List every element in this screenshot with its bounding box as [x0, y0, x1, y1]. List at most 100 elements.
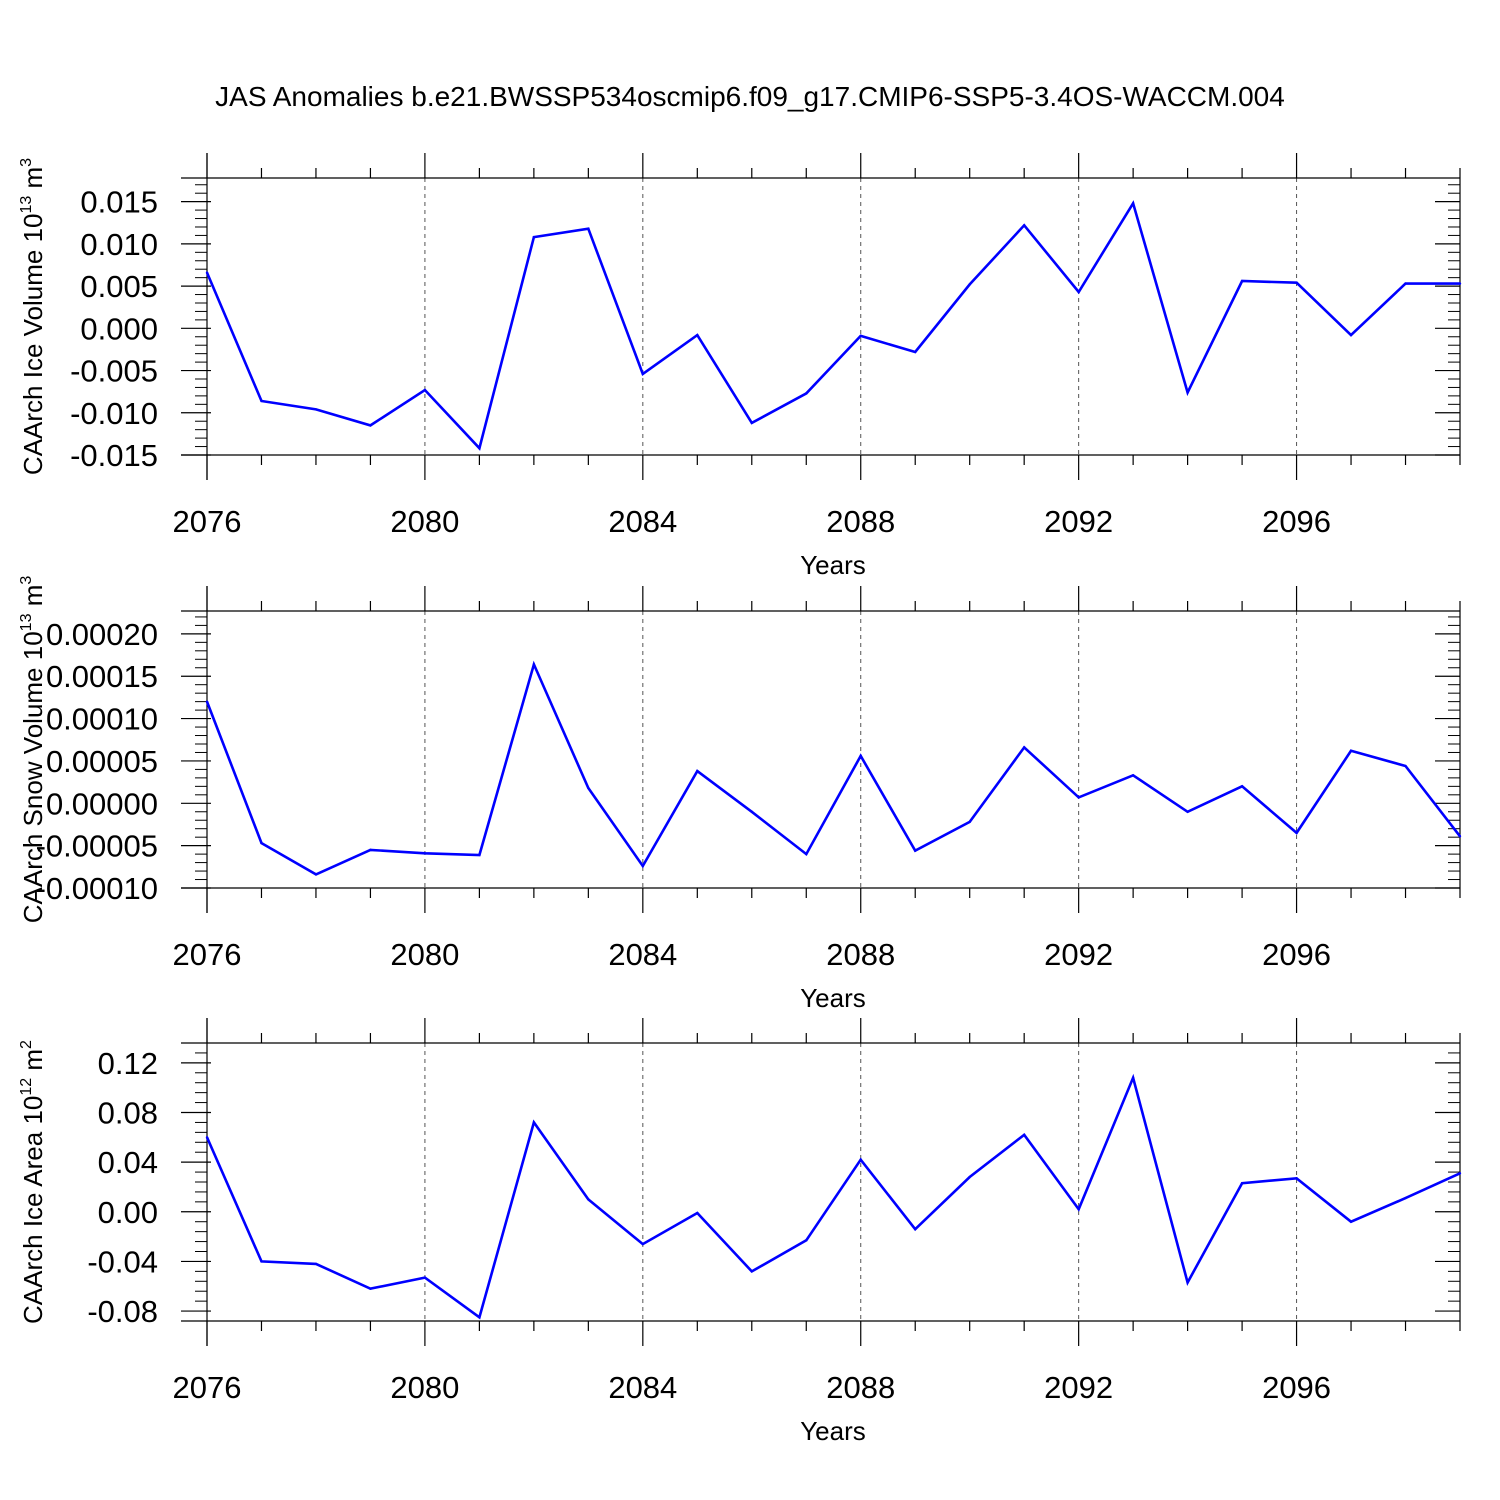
x-tick-label: 2092: [1044, 1370, 1113, 1405]
y-tick-label: 0.00010: [46, 702, 158, 737]
y-tick-label: -0.04: [87, 1244, 158, 1279]
data-point: [914, 350, 917, 354]
data-point: [696, 333, 699, 337]
data-point: [805, 1239, 808, 1242]
y-axis-label-unit: m: [18, 167, 48, 196]
y-tick-label: 0.00015: [46, 659, 158, 694]
data-point: [1349, 1220, 1353, 1223]
y-tick-label: 0.00: [98, 1195, 158, 1230]
x-tick-label: 2084: [608, 1370, 677, 1405]
data-point: [859, 754, 862, 758]
data-point: [1349, 333, 1353, 337]
x-axis-label: Years: [800, 550, 866, 580]
data-point: [859, 334, 862, 338]
y-axis-label-main: CAArch Ice Volume 10: [18, 214, 48, 476]
data-point: [696, 1211, 699, 1215]
y-axis-label: CAArch Snow Volume 1013 m3: [18, 576, 48, 924]
data-point: [587, 786, 590, 790]
data-point: [369, 1287, 372, 1290]
series-line: [205, 1073, 1461, 1320]
x-tick-label: 2076: [173, 1370, 242, 1405]
y-axis-label-main: CAArch Ice Area 10: [18, 1096, 48, 1324]
y-axis-label-unit-exponent: 2: [18, 1040, 35, 1049]
data-point: [314, 408, 318, 411]
data-point: [805, 852, 808, 856]
y-tick-label: 0.015: [80, 185, 158, 220]
y-tick-label: 0.12: [98, 1046, 158, 1081]
data-point: [1349, 749, 1353, 752]
data-point: [205, 271, 209, 274]
data-point: [314, 1262, 318, 1266]
y-axis-label: CAArch Ice Volume 1013 m3: [18, 158, 48, 475]
chart-title: JAS Anomalies b.e21.BWSSP534oscmip6.f09_…: [215, 81, 1285, 112]
data-point: [1458, 1172, 1462, 1175]
data-point: [1131, 1076, 1135, 1079]
data-point: [641, 1242, 645, 1246]
x-tick-label: 2088: [826, 937, 895, 972]
data-point: [1131, 774, 1135, 777]
data-point: [1077, 1208, 1080, 1211]
y-axis-label: CAArch Ice Area 1012 m2: [18, 1040, 48, 1324]
y-axis-label-exponent: 13: [18, 613, 35, 631]
y-axis-label-unit-exponent: 3: [18, 158, 35, 167]
data-point: [260, 841, 263, 845]
data-point: [696, 769, 699, 773]
x-tick-label: 2096: [1262, 1370, 1331, 1405]
data-point: [1404, 1196, 1407, 1200]
y-axis-label-unit-exponent: 3: [18, 576, 35, 585]
data-point: [314, 873, 318, 876]
data-point: [1295, 1177, 1298, 1180]
y-tick-label: 0.08: [98, 1096, 158, 1131]
y-tick-label: -0.005: [70, 354, 158, 389]
x-tick-label: 2076: [173, 504, 242, 539]
x-tick-label: 2080: [390, 937, 459, 972]
x-tick-label: 2076: [173, 937, 242, 972]
data-point: [532, 1121, 536, 1124]
y-tick-label: -0.00005: [36, 829, 158, 864]
x-axis-label: Years: [800, 1416, 866, 1446]
data-point: [750, 1270, 753, 1273]
data-point: [968, 283, 971, 286]
series-line: [205, 200, 1460, 451]
y-axis-label-main: CAArch Snow Volume 10: [18, 631, 48, 923]
data-point: [914, 849, 917, 852]
y-tick-label: -0.010: [70, 396, 158, 431]
series-line: [205, 660, 1462, 876]
x-tick-label: 2084: [608, 504, 677, 539]
y-tick-label: 0.04: [98, 1145, 158, 1180]
data-point: [478, 853, 481, 857]
x-tick-label: 2084: [608, 937, 677, 972]
data-point: [1404, 764, 1407, 768]
data-point: [1240, 785, 1244, 788]
data-point: [205, 1136, 209, 1139]
data-point: [587, 227, 590, 230]
y-tick-label: 0.00005: [46, 744, 158, 779]
y-tick-label: -0.00010: [36, 871, 158, 906]
data-point: [478, 1316, 481, 1319]
data-point: [750, 421, 753, 425]
x-axis-label: Years: [800, 983, 866, 1013]
panels-group: 2076 2080 2084 2088 2092 2096 -0.015 -0.010 -0.0…: [18, 153, 1462, 1446]
data-point: [260, 1260, 263, 1263]
data-point: [1186, 1281, 1189, 1284]
y-axis-label-unit: m: [18, 585, 48, 614]
data-point: [205, 700, 209, 703]
chart-panel-3: 2076 2080 2084 2088 2092 2096 -0.08 -0.04 0.00 0.…: [18, 1018, 1462, 1446]
data-point: [641, 372, 645, 376]
data-point: [1458, 835, 1462, 838]
x-tick-label: 2088: [826, 1370, 895, 1405]
data-point: [968, 1175, 971, 1179]
data-point: [260, 399, 263, 403]
data-point: [369, 424, 372, 427]
data-point: [1295, 831, 1298, 835]
x-tick-label: 2080: [390, 504, 459, 539]
x-tick-label: 2092: [1044, 937, 1113, 972]
data-point: [1077, 796, 1080, 799]
y-tick-label: 0.00020: [46, 617, 158, 652]
data-point: [805, 392, 808, 395]
data-point: [1240, 1182, 1244, 1185]
data-point: [1022, 224, 1026, 227]
y-axis-label-exponent: 12: [18, 1078, 35, 1096]
data-point: [423, 852, 427, 855]
